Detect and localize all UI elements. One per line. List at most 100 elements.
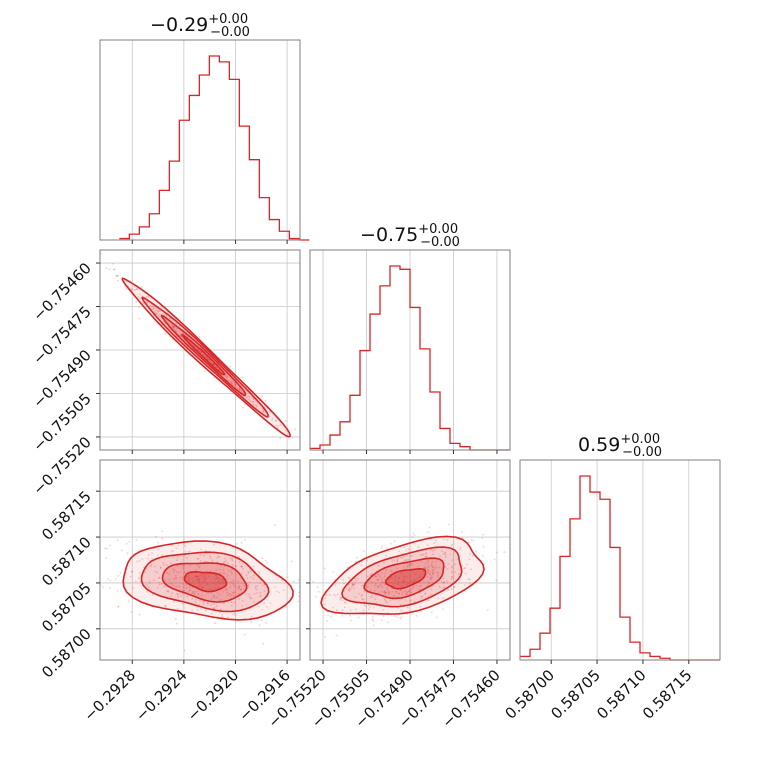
scatter-point [161, 530, 164, 533]
title-minus-2: −0.00 [622, 445, 662, 460]
scatter-point [383, 578, 386, 581]
panel-frame-0-0 [99, 39, 301, 241]
scatter-point [384, 602, 387, 604]
scatter-point [385, 600, 387, 602]
scatter-point [406, 593, 408, 596]
scatter-point [233, 382, 236, 384]
scatter-point [352, 583, 354, 586]
scatter-point [182, 332, 184, 335]
scatter-point [420, 584, 422, 587]
scatter-point [212, 362, 215, 365]
scatter-point [438, 566, 440, 569]
scatter-point [444, 556, 447, 559]
scatter-point [203, 575, 206, 578]
scatter-point [210, 592, 213, 594]
scatter-point [250, 615, 253, 618]
scatter-point [213, 596, 216, 598]
scatter-point [205, 576, 208, 579]
scatter-point [387, 590, 390, 593]
scatter-point [453, 585, 456, 588]
scatter-point [390, 576, 393, 579]
scatter-point [430, 589, 433, 591]
scatter-point [362, 598, 364, 601]
scatter-point [264, 399, 267, 402]
scatter-point [200, 351, 203, 353]
scatter-point [205, 574, 208, 576]
scatter-point [409, 575, 412, 577]
scatter-point [224, 557, 227, 560]
scatter-point [210, 603, 212, 606]
scatter-point [344, 602, 347, 605]
scatter-point [138, 571, 141, 574]
scatter-point [461, 564, 464, 567]
scatter-point [215, 569, 218, 572]
scatter-point [170, 562, 172, 564]
scatter-point [201, 586, 204, 588]
scatter-point [172, 600, 175, 603]
scatter-point [212, 595, 215, 597]
scatter-point [141, 558, 144, 560]
scatter-point [216, 596, 219, 599]
scatter-point [422, 553, 424, 556]
scatter-point [418, 588, 421, 591]
scatter-point [450, 575, 453, 578]
scatter-point [254, 404, 257, 406]
scatter-point [231, 604, 233, 607]
scatter-point [169, 317, 171, 320]
scatter-point [203, 577, 206, 580]
scatter-point [324, 597, 327, 600]
scatter-point [218, 556, 221, 559]
scatter-point [179, 577, 182, 579]
scatter-point [360, 561, 363, 563]
scatter-point [218, 581, 221, 584]
scatter-point [238, 598, 241, 601]
scatter-point [180, 334, 182, 337]
scatter-point [182, 567, 185, 570]
scatter-point [185, 586, 188, 589]
scatter-point [157, 314, 160, 317]
scatter-point [136, 560, 139, 563]
scatter-point [252, 398, 255, 400]
scatter-point [437, 574, 439, 577]
scatter-point [183, 572, 186, 574]
scatter-point [239, 588, 242, 591]
scatter-point [396, 567, 398, 570]
scatter-point [176, 559, 178, 562]
scatter-point [152, 306, 155, 309]
contour-line-1-3 [183, 570, 228, 593]
scatter-point [178, 333, 181, 336]
scatter-point [424, 592, 427, 595]
scatter-point [412, 586, 414, 588]
scatter-point [170, 595, 172, 598]
scatter-point [224, 560, 227, 562]
scatter-point [384, 591, 387, 594]
scatter-point [200, 607, 203, 610]
scatter-point [384, 592, 387, 594]
scatter-point [336, 609, 338, 612]
scatter-point [421, 595, 424, 598]
scatter-point [207, 602, 209, 604]
scatter-point [185, 584, 188, 586]
scatter-point [218, 611, 221, 614]
scatter-point [394, 575, 397, 578]
scatter-point [259, 594, 262, 597]
scatter-point [352, 587, 355, 590]
scatter-point [409, 555, 412, 557]
scatter-point [442, 596, 444, 599]
scatter-point [432, 566, 434, 568]
scatter-point [176, 564, 179, 567]
scatter-point [175, 622, 178, 625]
scatter-point [206, 602, 209, 605]
scatter-point [176, 593, 179, 596]
scatter-point [406, 606, 409, 609]
scatter-point [409, 599, 412, 602]
scatter-point [201, 573, 204, 576]
scatter-point [435, 539, 437, 542]
scatter-point [234, 585, 236, 587]
scatter-point [216, 577, 218, 579]
scatter-point [419, 605, 422, 608]
scatter-point [115, 275, 118, 277]
scatter-point [172, 325, 175, 328]
scatter-point [481, 537, 484, 540]
scatter-point [385, 554, 387, 557]
